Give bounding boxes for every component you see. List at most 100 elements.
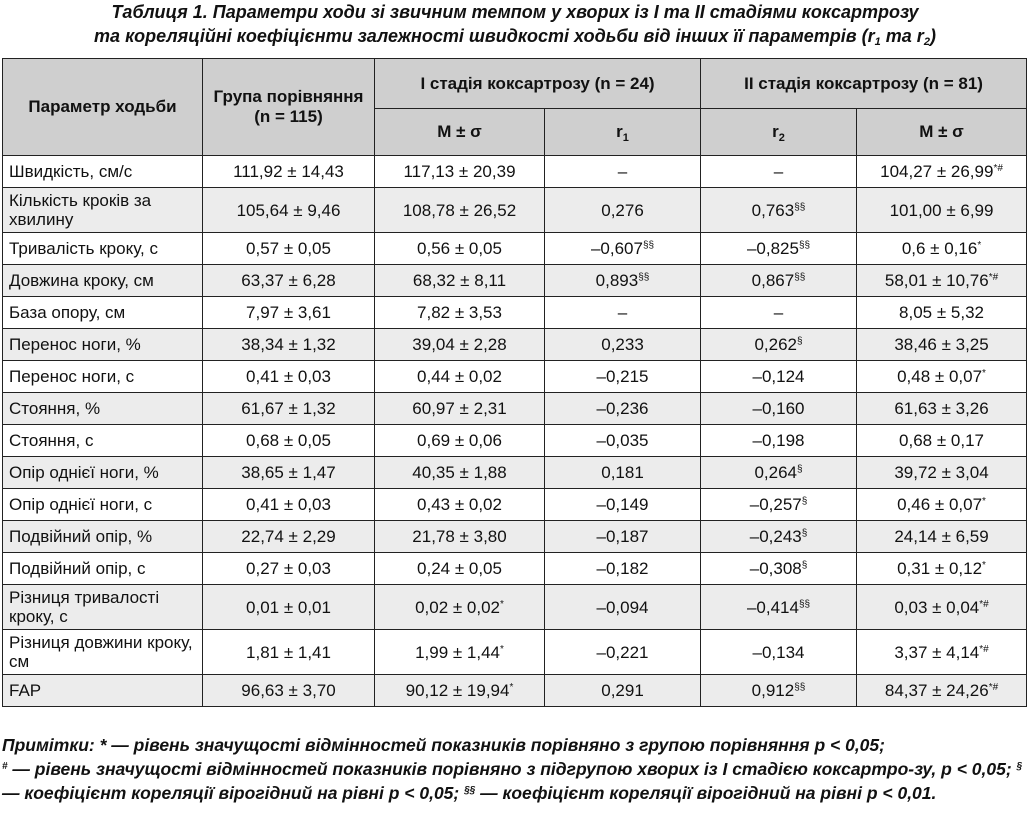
table-notes: Примітки: * — рівень значущості відмінно…	[2, 733, 1028, 805]
param: Кількість кроків за хвилину	[2, 187, 203, 233]
cell-r1: –0,221	[543, 629, 702, 675]
cell-stage-1-mean-value: 40,35 ± 1,88	[412, 463, 507, 482]
table-row: FAP 96,63 ± 3,70 90,12 ± 19,94* 0,291 0,912§…	[2, 674, 1028, 707]
significance-mark: *	[500, 598, 504, 610]
cell-stage-1-mean-value: 0,69 ± 0,06	[417, 431, 502, 450]
cell-comparison: 38,65 ± 1,47	[202, 456, 375, 489]
cell-r1: –0,182	[543, 552, 702, 585]
significance-mark: *#	[988, 272, 999, 283]
cell-comparison: 61,67 ± 1,32	[202, 392, 375, 425]
cell-r1-value: –	[617, 162, 628, 181]
cell-r2-value: –0,243	[749, 527, 802, 546]
cell-stage-2-mean: 61,63 ± 3,26	[856, 392, 1028, 425]
cell-r1-value: –0,607	[590, 239, 643, 258]
cell-r2: 0,763§§	[700, 187, 858, 233]
table-row: База опору, см 7,97 ± 3,61 7,82 ± 3,53 – – 8,…	[2, 296, 1028, 329]
significance-mark: §	[801, 528, 808, 539]
notes-symbol-double-section: §§	[464, 785, 476, 796]
cell-stage-2-mean: 101,00 ± 6,99	[856, 187, 1028, 233]
param: Подвійний опір, %	[2, 520, 203, 553]
cell-comparison: 7,97 ± 3,61	[202, 296, 375, 329]
cell-r2-value: –0,160	[752, 399, 805, 418]
table-row: Швидкість, см/с 111,92 ± 14,43 117,13 ± 20…	[2, 155, 1028, 188]
cell-stage-2-mean: 84,37 ± 24,26*#	[856, 674, 1028, 707]
cell-stage-1-mean-value: 0,43 ± 0,02	[417, 495, 502, 514]
cell-stage-1-mean-value: 0,56 ± 0,05	[417, 239, 502, 258]
cell-r2: –0,825§§	[700, 232, 858, 265]
cell-stage-2-mean: 3,37 ± 4,14*#	[856, 629, 1028, 675]
cell-stage-1-mean: 90,12 ± 19,94*	[374, 674, 545, 707]
cell-comparison-value: 96,63 ± 3,70	[241, 681, 336, 700]
param: Опір однієї ноги, с	[2, 488, 203, 521]
cell-stage-2-mean: 38,46 ± 3,25	[856, 328, 1028, 361]
cell-r2-value: –0,124	[752, 367, 805, 386]
cell-stage-2-mean: 0,6 ± 0,16*	[856, 232, 1028, 265]
cell-comparison-value: 0,41 ± 0,03	[246, 495, 331, 514]
cell-stage-2-mean-value: 0,48 ± 0,07	[897, 367, 983, 386]
table-row: Кількість кроків за хвилину 105,64 ± 9,46…	[2, 187, 1028, 233]
cell-r1: –	[543, 296, 702, 329]
cell-stage-1-mean: 0,43 ± 0,02	[374, 488, 545, 521]
cell-stage-1-mean: 108,78 ± 26,52	[374, 187, 545, 233]
caption-sub-1: 1	[874, 36, 881, 48]
notes-part-1: * — рівень значущості відмінностей показ…	[94, 735, 885, 755]
cell-comparison: 0,01 ± 0,01	[202, 584, 375, 630]
cell-r1: –0,187	[543, 520, 702, 553]
cell-stage-1-mean: 7,82 ± 3,53	[374, 296, 545, 329]
param-value: Швидкість, см/с	[9, 162, 133, 181]
cell-r2: 0,264§	[700, 456, 858, 489]
param: Швидкість, см/с	[2, 155, 203, 188]
notes-symbol-hash: #	[2, 761, 8, 772]
significance-mark: *	[982, 560, 986, 571]
header-stage-1: I стадія коксартрозу (n = 24)	[373, 58, 702, 109]
header-r1: r1	[543, 108, 702, 156]
significance-mark: *#	[979, 598, 989, 610]
table-row: Перенос ноги, % 38,34 ± 1,32 39,04 ± 2,28 0…	[2, 328, 1028, 361]
cell-stage-2-mean: 8,05 ± 5,32	[856, 296, 1028, 329]
table-row: Довжина кроку, см 63,37 ± 6,28 68,32 ± 8,1…	[2, 264, 1028, 297]
param: Перенос ноги, с	[2, 360, 203, 393]
cell-stage-2-mean-value: 61,63 ± 3,26	[894, 399, 989, 418]
cell-r1: –0,236	[543, 392, 702, 425]
header-r2-sub: 2	[778, 132, 785, 144]
cell-r1-value: –0,236	[596, 399, 649, 418]
cell-comparison: 0,27 ± 0,03	[202, 552, 375, 585]
cell-stage-1-mean-value: 117,13 ± 20,39	[403, 162, 516, 181]
param-value: Подвійний опір, %	[9, 527, 153, 546]
header-r1-sub: 1	[622, 132, 629, 144]
cell-r2: 0,867§§	[700, 264, 858, 297]
cell-comparison-value: 105,64 ± 9,46	[236, 200, 341, 220]
cell-comparison: 111,92 ± 14,43	[202, 155, 375, 188]
cell-comparison: 96,63 ± 3,70	[202, 674, 375, 707]
param-value: Перенос ноги, %	[9, 335, 141, 354]
cell-comparison-value: 0,01 ± 0,01	[246, 597, 331, 617]
cell-stage-1-mean: 40,35 ± 1,88	[374, 456, 545, 489]
cell-r2-value: 0,262	[754, 335, 797, 354]
cell-stage-2-mean: 0,03 ± 0,04*#	[856, 584, 1028, 630]
significance-mark: §§	[794, 201, 806, 213]
header-stage-2-mean: M ± σ	[856, 108, 1028, 156]
significance-mark: *	[977, 240, 982, 251]
cell-r2-value: –0,308	[749, 559, 802, 578]
param-value: FAP	[9, 681, 42, 700]
cell-r1: –0,094	[543, 584, 702, 630]
cell-comparison-value: 0,41 ± 0,03	[246, 367, 331, 386]
header-stage-2: II стадія коксартрозу (n = 81)	[700, 58, 1028, 109]
param: Стояння, с	[2, 424, 203, 457]
cell-r1-value: –0,187	[596, 527, 649, 546]
cell-stage-1-mean: 1,99 ± 1,44*	[374, 629, 545, 675]
cell-r1-value: –0,094	[596, 597, 649, 617]
cell-stage-1-mean: 0,44 ± 0,02	[374, 360, 545, 393]
cell-stage-1-mean: 60,97 ± 2,31	[374, 392, 545, 425]
cell-r1-value: 0,233	[601, 335, 644, 354]
cell-stage-2-mean-value: 0,6 ± 0,16	[901, 239, 978, 258]
cell-r1: –0,607§§	[543, 232, 702, 265]
cell-stage-1-mean-value: 1,99 ± 1,44	[415, 642, 501, 662]
cell-stage-2-mean-value: 0,03 ± 0,04	[894, 597, 980, 617]
significance-mark: *	[982, 496, 986, 507]
cell-r2: –0,308§	[700, 552, 858, 585]
cell-stage-1-mean-value: 21,78 ± 3,80	[412, 527, 507, 546]
cell-stage-2-mean-value: 101,00 ± 6,99	[889, 200, 994, 220]
cell-r2-value: –0,198	[752, 431, 805, 450]
cell-r1: 0,893§§	[543, 264, 702, 297]
